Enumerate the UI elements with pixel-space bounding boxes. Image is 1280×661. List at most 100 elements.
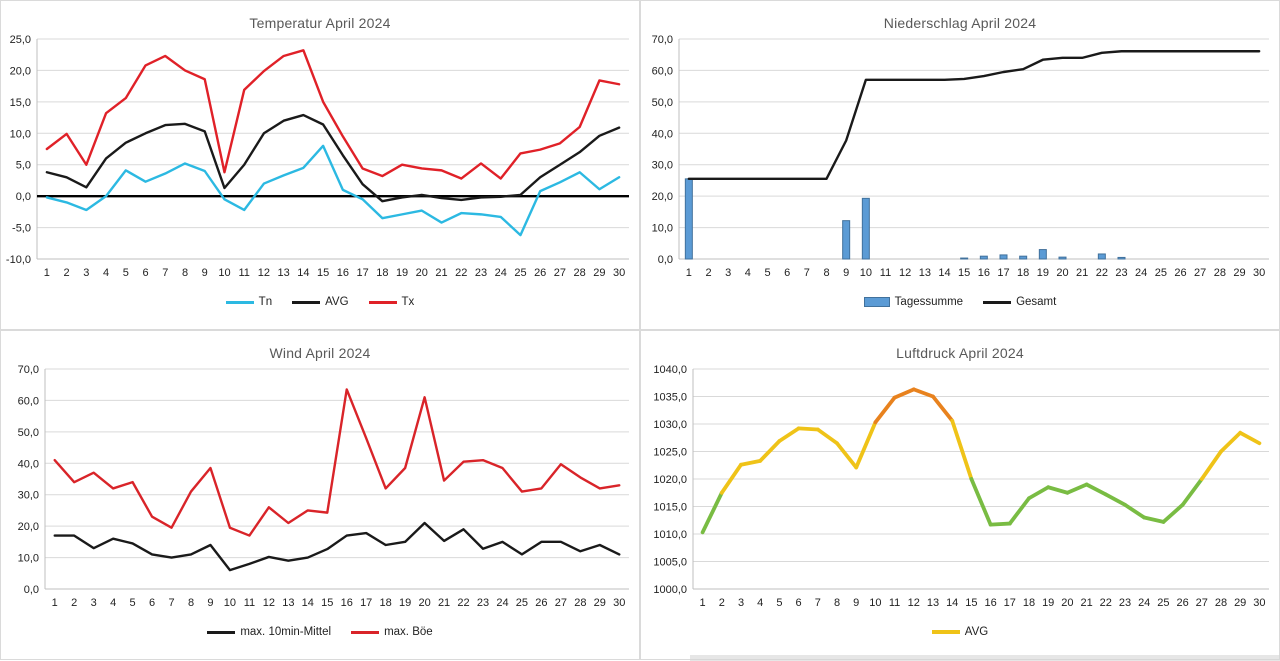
x-tick-label: 1 [44, 267, 50, 279]
x-tick-label: 9 [853, 597, 859, 609]
y-tick-label: 1005,0 [653, 557, 687, 569]
x-tick-label: 2 [719, 597, 725, 609]
legend-item-tn: Tn [225, 296, 273, 308]
temperature-chart-title: Temperatur April 2024 [249, 15, 391, 31]
x-tick-label: 26 [1176, 597, 1188, 609]
x-tick-label: 16 [341, 597, 353, 609]
x-tick-label: 3 [738, 597, 744, 609]
x-tick-label: 5 [130, 597, 136, 609]
y-tick-label: 1015,0 [653, 502, 687, 514]
x-tick-label: 6 [796, 597, 802, 609]
legend-line-swatch [207, 630, 236, 634]
x-tick-label: 1 [52, 597, 58, 609]
x-tick-label: 12 [258, 267, 270, 279]
x-tick-label: 30 [613, 267, 625, 279]
legend-line-swatch [225, 300, 254, 304]
x-tick-label: 28 [1214, 267, 1226, 279]
x-tick-label: 2 [705, 267, 711, 279]
x-tick-label: 19 [1037, 267, 1049, 279]
y-tick-label: 70,0 [652, 34, 673, 46]
x-tick-label: 14 [297, 267, 309, 279]
legend-label: max. Böe [384, 626, 433, 638]
x-tick-label: 28 [1215, 597, 1227, 609]
x-tick-label: 12 [908, 597, 920, 609]
x-tick-label: 25 [1157, 597, 1169, 609]
y-tick-label: 30,0 [18, 490, 39, 502]
wind-plot: 0,010,020,030,040,050,060,070,01 2 3 4 5 6 7 8 9… [18, 364, 629, 609]
y-tick-label: -10,0 [6, 254, 31, 266]
x-tick-label: 16 [978, 267, 990, 279]
y-tick-label: 50,0 [652, 97, 673, 109]
x-tick-label: 15 [317, 267, 329, 279]
x-tick-label: 17 [360, 597, 372, 609]
legend-label: AVG [964, 626, 989, 638]
legend-line-swatch [351, 630, 380, 634]
legend-label: Tn [258, 296, 273, 308]
x-tick-label: 4 [745, 267, 751, 279]
legend-item-tagessumme: Tagessumme [863, 296, 964, 308]
x-tick-label: 26 [1174, 267, 1186, 279]
x-tick-label: 24 [1138, 597, 1150, 609]
x-tick-label: 8 [834, 597, 840, 609]
wind-chart-title: Wind April 2024 [269, 345, 371, 361]
x-tick-label: 18 [1017, 267, 1029, 279]
y-tick-label: 50,0 [18, 427, 39, 439]
legend-label: Gesamt [1016, 296, 1057, 308]
y-tick-label: 60,0 [652, 65, 673, 77]
x-tick-label: 23 [1115, 267, 1127, 279]
x-tick-label: 19 [1042, 597, 1054, 609]
legend-label: Tagessumme [894, 296, 964, 308]
x-tick-label: 20 [1056, 267, 1068, 279]
x-tick-label: 19 [399, 597, 411, 609]
y-tick-label: 1010,0 [653, 529, 687, 541]
precipitation-plot: 0,010,020,030,040,050,060,070,01 2 3 4 5 6 7 8 9… [652, 34, 1269, 279]
y-tick-label: 0,0 [658, 254, 673, 266]
x-tick-label: 26 [535, 597, 547, 609]
x-tick-label: 7 [162, 267, 168, 279]
x-tick-label: 9 [843, 267, 849, 279]
x-tick-label: 2 [64, 267, 70, 279]
x-tick-label: 27 [555, 597, 567, 609]
x-tick-label: 7 [168, 597, 174, 609]
x-tick-label: 23 [475, 267, 487, 279]
x-tick-label: 3 [91, 597, 97, 609]
legend-item-avg: AVG [292, 296, 349, 308]
x-tick-label: 8 [823, 267, 829, 279]
x-tick-label: 20 [418, 597, 430, 609]
x-tick-label: 10 [224, 597, 236, 609]
x-tick-label: 12 [899, 267, 911, 279]
x-tick-label: 27 [554, 267, 566, 279]
x-tick-label: 7 [804, 267, 810, 279]
x-tick-label: 15 [321, 597, 333, 609]
legend-item-max-10min-mittel: max. 10min-Mittel [207, 626, 331, 638]
x-tick-label: 6 [142, 267, 148, 279]
x-tick-label: 20 [416, 267, 428, 279]
x-tick-label: 7 [815, 597, 821, 609]
x-tick-label: 25 [516, 597, 528, 609]
x-tick-label: 29 [1234, 597, 1246, 609]
x-tick-label: 18 [376, 267, 388, 279]
x-tick-label: 29 [593, 267, 605, 279]
x-tick-label: 15 [958, 267, 970, 279]
y-tick-label: 0,0 [24, 584, 39, 596]
x-tick-label: 5 [123, 267, 129, 279]
x-tick-label: 3 [83, 267, 89, 279]
y-tick-label: 40,0 [652, 128, 673, 140]
x-tick-label: 27 [1196, 597, 1208, 609]
x-tick-label: 17 [997, 267, 1009, 279]
precipitation-legend: Tagessumme Gesamt [641, 291, 1279, 329]
x-tick-label: 11 [880, 267, 891, 279]
y-tick-label: 20,0 [652, 191, 673, 203]
x-tick-label: 22 [1100, 597, 1112, 609]
x-tick-label: 14 [302, 597, 314, 609]
x-tick-label: 24 [495, 267, 507, 279]
wind-chart-panel: Wind April 2024 0,0 10,0 20,0 30,0 40,0 50,0 6… [0, 330, 640, 660]
y-tick-label: 0,0 [16, 191, 31, 203]
temperature-legend: Tn AVG Tx [1, 291, 639, 329]
x-tick-label: 21 [1080, 597, 1092, 609]
y-tick-label: 10,0 [652, 223, 673, 235]
y-tick-label: 1040,0 [653, 364, 687, 376]
x-tick-label: 23 [477, 597, 489, 609]
legend-item-tx: Tx [368, 296, 414, 308]
x-tick-label: 22 [457, 597, 469, 609]
